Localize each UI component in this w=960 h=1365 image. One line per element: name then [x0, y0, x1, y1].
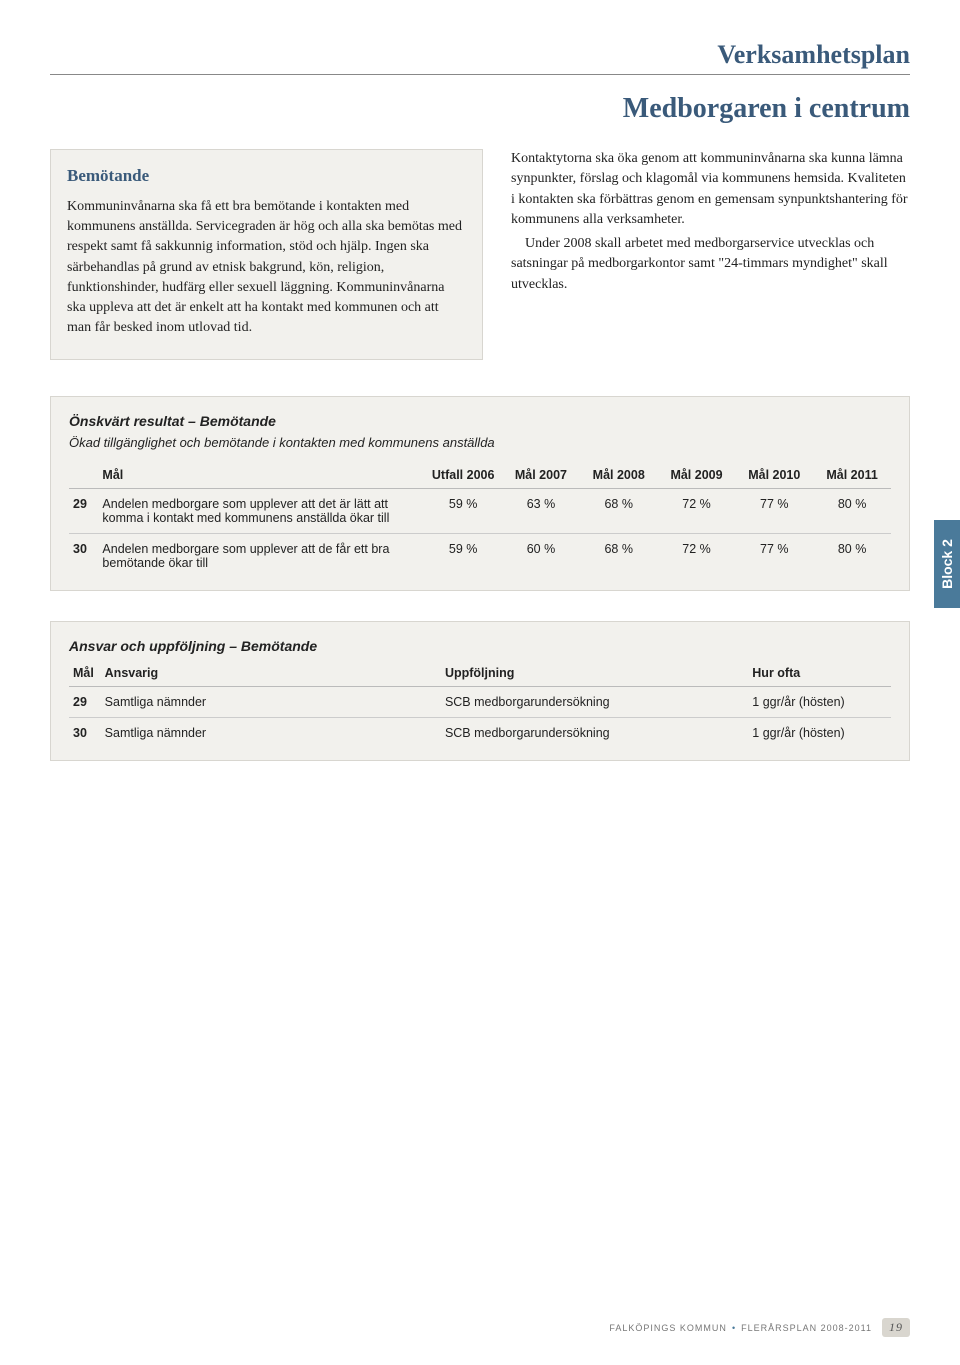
- page-root: Verksamhetsplan Medborgaren i centrum Be…: [0, 0, 960, 831]
- side-tab: Block 2: [934, 520, 960, 608]
- th-mal2008: Mål 2008: [580, 462, 658, 489]
- th-mal2007: Mål 2007: [502, 462, 580, 489]
- section-heading: Bemötande: [67, 164, 466, 189]
- responsibility-table-block: Ansvar och uppföljning – Bemötande Mål A…: [50, 621, 910, 761]
- cell: 80 %: [813, 533, 891, 578]
- results-table: Mål Utfall 2006 Mål 2007 Mål 2008 Mål 20…: [69, 462, 891, 578]
- table1-header-row: Mål Utfall 2006 Mål 2007 Mål 2008 Mål 20…: [69, 462, 891, 489]
- main-title: Medborgaren i centrum: [50, 93, 910, 125]
- row-id: 29: [69, 686, 101, 717]
- footer-doc: FLERÅRSPLAN 2008-2011: [741, 1323, 872, 1333]
- cell: 63 %: [502, 488, 580, 533]
- row-id: 29: [69, 488, 98, 533]
- table-row: 30 Samtliga nämnder SCB medborgarundersö…: [69, 717, 891, 748]
- page-number: 19: [882, 1318, 910, 1337]
- cell: 59 %: [424, 488, 502, 533]
- row-desc: Andelen medborgare som upplever att de f…: [98, 533, 424, 578]
- cell: 59 %: [424, 533, 502, 578]
- table-row: 30 Andelen medborgare som upplever att d…: [69, 533, 891, 578]
- cell-hur: 1 ggr/år (hösten): [748, 686, 891, 717]
- cell: 72 %: [658, 533, 736, 578]
- left-column-box: Bemötande Kommuninvånarna ska få ett bra…: [50, 149, 483, 360]
- cell: 77 %: [735, 533, 813, 578]
- cell: 60 %: [502, 533, 580, 578]
- footer-separator: •: [732, 1323, 736, 1333]
- cell: 68 %: [580, 533, 658, 578]
- cell-hur: 1 ggr/år (hösten): [748, 717, 891, 748]
- th-blank: [69, 462, 98, 489]
- cell-ansvarig: Samtliga nämnder: [101, 686, 441, 717]
- left-body-text: Kommuninvånarna ska få ett bra bemötande…: [67, 197, 466, 339]
- th-mal2009: Mål 2009: [658, 462, 736, 489]
- row-desc: Andelen medborgare som upplever att det …: [98, 488, 424, 533]
- cell-upp: SCB medborgarundersökning: [441, 717, 748, 748]
- cell: 80 %: [813, 488, 891, 533]
- footer-org: FALKÖPINGS KOMMUN: [609, 1323, 727, 1333]
- page-footer: FALKÖPINGS KOMMUN • FLERÅRSPLAN 2008-201…: [50, 1318, 910, 1337]
- right-p2: Under 2008 skall arbetet med medborgarse…: [511, 234, 910, 295]
- right-column: Kontaktytorna ska öka genom att kommunin…: [511, 149, 910, 360]
- th-mal2011: Mål 2011: [813, 462, 891, 489]
- table-row: 29 Andelen medborgare som upplever att d…: [69, 488, 891, 533]
- th-uppfoljning: Uppföljning: [441, 660, 748, 687]
- side-tab-label: Block 2: [939, 539, 955, 589]
- table2-title: Ansvar och uppföljning – Bemötande: [69, 638, 891, 654]
- th-mal2010: Mål 2010: [735, 462, 813, 489]
- body-columns: Bemötande Kommuninvånarna ska få ett bra…: [50, 149, 910, 360]
- th-mal: Mål: [98, 462, 424, 489]
- th-utfall2006: Utfall 2006: [424, 462, 502, 489]
- th-mal-id: Mål: [69, 660, 101, 687]
- table1-subtitle: Ökad tillgänglighet och bemötande i kont…: [69, 435, 891, 450]
- cell-ansvarig: Samtliga nämnder: [101, 717, 441, 748]
- document-title: Verksamhetsplan: [50, 40, 910, 75]
- th-ansvarig: Ansvarig: [101, 660, 441, 687]
- table2-header-row: Mål Ansvarig Uppföljning Hur ofta: [69, 660, 891, 687]
- cell: 68 %: [580, 488, 658, 533]
- row-id: 30: [69, 533, 98, 578]
- cell: 72 %: [658, 488, 736, 533]
- cell-upp: SCB medborgarundersökning: [441, 686, 748, 717]
- table1-title: Önskvärt resultat – Bemötande: [69, 413, 891, 429]
- results-table-block: Önskvärt resultat – Bemötande Ökad tillg…: [50, 396, 910, 591]
- table-row: 29 Samtliga nämnder SCB medborgarundersö…: [69, 686, 891, 717]
- row-id: 30: [69, 717, 101, 748]
- right-p1: Kontaktytorna ska öka genom att kommunin…: [511, 149, 910, 230]
- responsibility-table: Mål Ansvarig Uppföljning Hur ofta 29 Sam…: [69, 660, 891, 748]
- cell: 77 %: [735, 488, 813, 533]
- th-hurofta: Hur ofta: [748, 660, 891, 687]
